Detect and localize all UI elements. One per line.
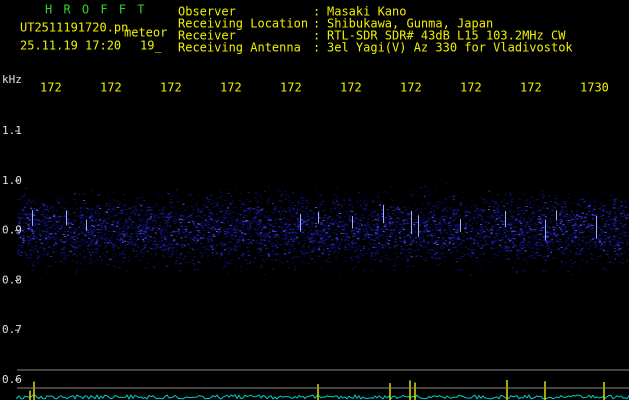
time-label: 172 xyxy=(340,81,362,95)
field-value: 3el Yagi(V) Az 330 for Vladivostok xyxy=(327,41,573,55)
freq-label: 0.7 xyxy=(2,323,22,336)
field-label: Observer xyxy=(178,5,236,19)
file-name: UT2511191720.pn xyxy=(20,21,128,35)
time-label: 1730 xyxy=(580,81,609,95)
noise xyxy=(17,183,629,276)
time-label: 172 xyxy=(280,81,302,95)
mode: meteor xyxy=(124,26,167,40)
field-label: Receiving Antenna xyxy=(178,41,301,55)
time-label: 172 xyxy=(40,81,62,95)
field-value: Shibukawa, Gunma, Japan xyxy=(327,17,493,31)
signal-trace xyxy=(16,393,629,400)
field-separator: : xyxy=(313,41,320,55)
time-label: 172 xyxy=(400,81,422,95)
field-separator: : xyxy=(313,5,320,19)
app-name: H R O F F T xyxy=(45,3,146,17)
time-label: 172 xyxy=(520,81,542,95)
time-label: 172 xyxy=(160,81,182,95)
freq-label: 1.1 xyxy=(2,124,22,137)
hour: 19_ xyxy=(140,39,162,53)
freq-label: 1.0 xyxy=(2,174,22,187)
time-label: 172 xyxy=(220,81,242,95)
field-value: Masaki Kano xyxy=(327,5,406,19)
freq-label: 0.8 xyxy=(2,273,22,286)
field-label: Receiving Location xyxy=(178,17,308,31)
field-separator: : xyxy=(313,29,320,43)
spectrogram xyxy=(16,183,629,400)
field-separator: : xyxy=(313,17,320,31)
freq-label: 0.6 xyxy=(2,373,22,386)
time-label: 172 xyxy=(100,81,122,95)
datetime: 25.11.19 17:20 xyxy=(20,39,121,53)
signal-spike xyxy=(29,379,605,400)
unit-label: kHz xyxy=(2,73,22,86)
freq-label: 0.9 xyxy=(2,224,22,237)
field-value: RTL-SDR SDR# 43dB L15 103.2MHz CW xyxy=(327,29,566,43)
field-label: Receiver xyxy=(178,29,236,43)
time-label: 172 xyxy=(460,81,482,95)
